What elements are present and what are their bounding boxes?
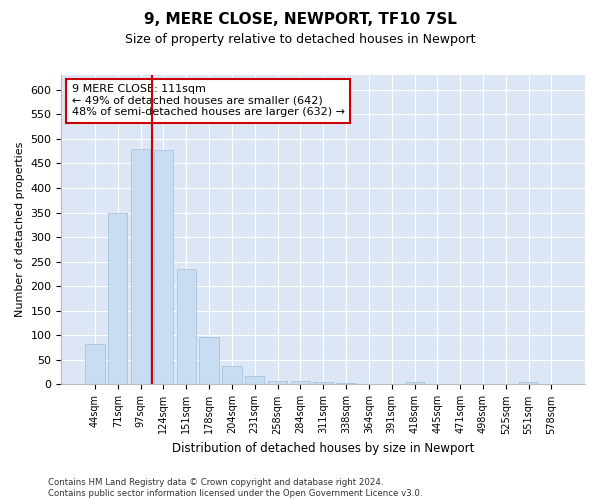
Bar bbox=[108, 212, 127, 384]
Bar bbox=[519, 382, 538, 384]
Bar bbox=[85, 344, 104, 385]
Bar bbox=[290, 380, 310, 384]
Text: Contains HM Land Registry data © Crown copyright and database right 2024.
Contai: Contains HM Land Registry data © Crown c… bbox=[48, 478, 422, 498]
Bar bbox=[268, 380, 287, 384]
X-axis label: Distribution of detached houses by size in Newport: Distribution of detached houses by size … bbox=[172, 442, 475, 455]
Text: 9, MERE CLOSE, NEWPORT, TF10 7SL: 9, MERE CLOSE, NEWPORT, TF10 7SL bbox=[143, 12, 457, 28]
Bar bbox=[313, 382, 333, 384]
Bar bbox=[154, 150, 173, 384]
Bar bbox=[245, 376, 265, 384]
Text: Size of property relative to detached houses in Newport: Size of property relative to detached ho… bbox=[125, 32, 475, 46]
Bar bbox=[131, 148, 150, 384]
Y-axis label: Number of detached properties: Number of detached properties bbox=[15, 142, 25, 318]
Bar bbox=[405, 382, 424, 384]
Bar bbox=[176, 269, 196, 384]
Bar bbox=[199, 337, 219, 384]
Text: 9 MERE CLOSE: 111sqm
← 49% of detached houses are smaller (642)
48% of semi-deta: 9 MERE CLOSE: 111sqm ← 49% of detached h… bbox=[72, 84, 345, 117]
Bar bbox=[222, 366, 242, 384]
